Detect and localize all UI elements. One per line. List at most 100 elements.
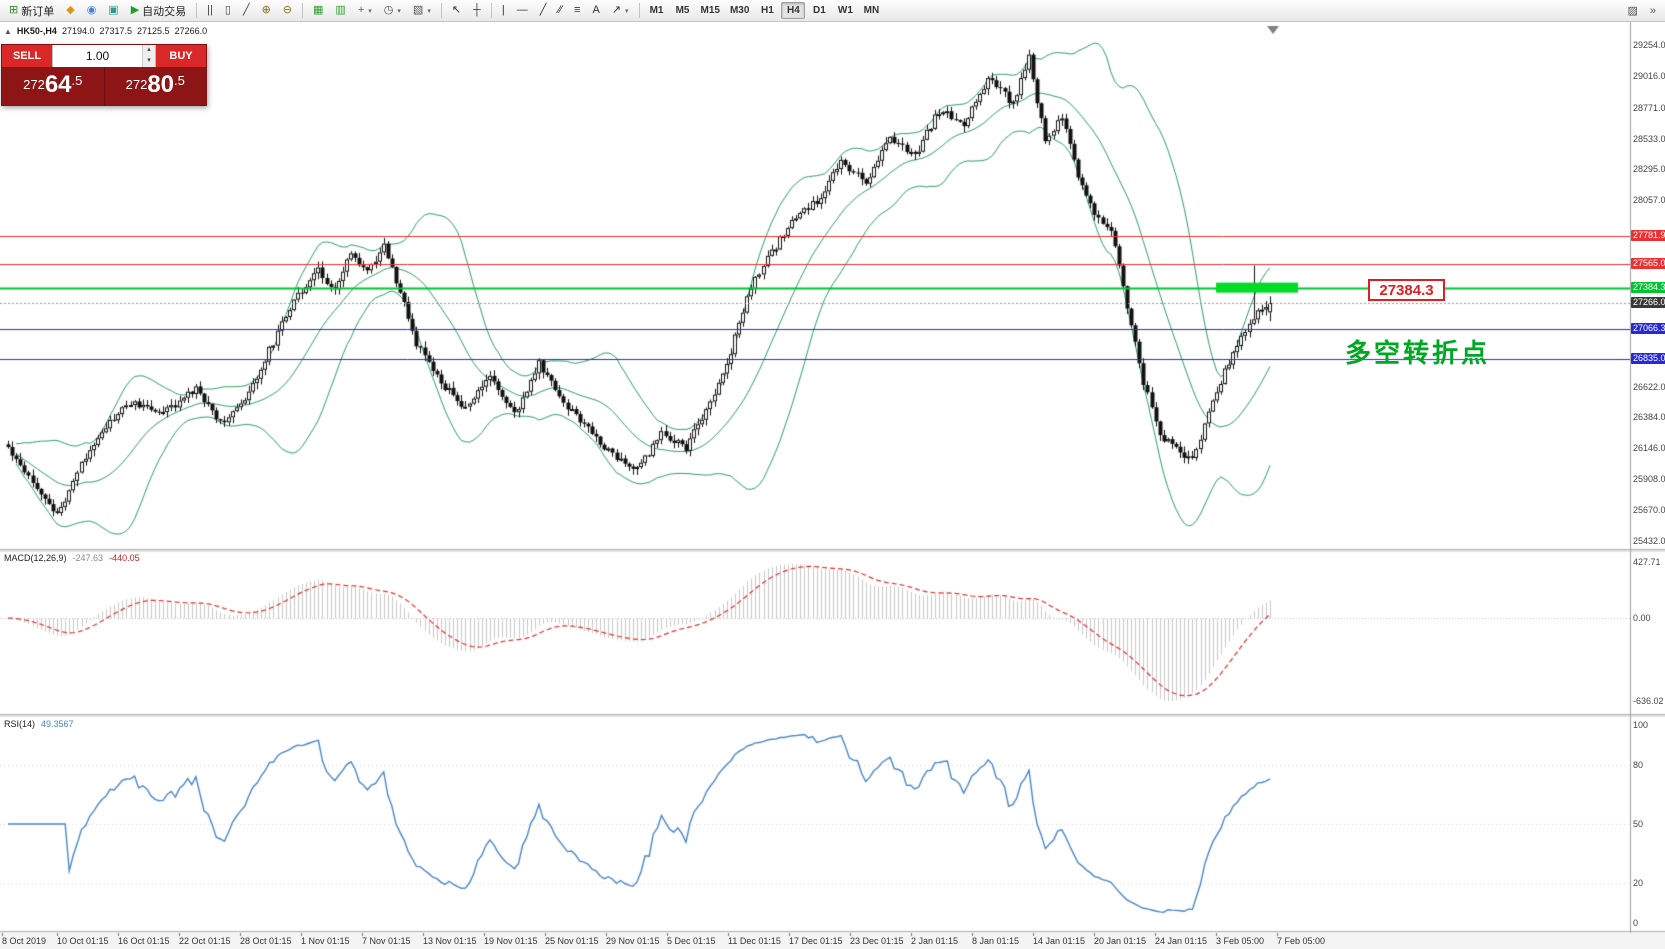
chevron-down-icon: ▾ bbox=[625, 7, 629, 15]
toolbar-more-button[interactable]: » bbox=[1649, 4, 1656, 17]
zoom-in-icon: ⊕ bbox=[261, 4, 271, 16]
toolbar-separator bbox=[440, 3, 442, 18]
crosshair-button[interactable]: ┼ bbox=[468, 1, 486, 20]
rsi-label: RSI(14) 49.3567 bbox=[4, 719, 74, 729]
zoom-out-icon: ⊖ bbox=[282, 4, 293, 16]
timeframe-w1-button[interactable]: W1 bbox=[837, 5, 853, 16]
chevron-down-icon: ▾ bbox=[397, 7, 401, 15]
line-chart-button[interactable]: ╱ bbox=[238, 1, 255, 20]
toolbar-separator bbox=[302, 3, 304, 18]
price-digits: .5 bbox=[71, 73, 83, 88]
periods-icon: ◷ bbox=[383, 4, 394, 16]
trade-controls-row: SELL ▴ ▾ BUY bbox=[2, 45, 206, 67]
templates-button[interactable]: ▧ ▾ bbox=[408, 1, 436, 20]
price-digits: 80 bbox=[147, 71, 175, 98]
bar-chart-icon: || bbox=[207, 4, 213, 16]
volume-down-button[interactable]: ▾ bbox=[143, 56, 155, 67]
toolbar-right: ▨» bbox=[1621, 0, 1662, 22]
timeframe-d1-button[interactable]: D1 bbox=[813, 5, 826, 16]
marketwatch-icon: ◆ bbox=[66, 4, 75, 16]
rsi-value: 49.3567 bbox=[41, 719, 74, 729]
timeframe-m5-button[interactable]: M5 bbox=[675, 5, 690, 16]
price-callout[interactable]: 27384.3 bbox=[1368, 279, 1445, 301]
tile-windows-button[interactable]: ▦ bbox=[308, 1, 328, 20]
volume-input[interactable] bbox=[53, 45, 142, 67]
macd-label: MACD(12,26,9) -247.63 -440.05 bbox=[4, 553, 140, 563]
symbol-info: ▲ HK50-,H4 27194.0 27317.5 27125.5 27266… bbox=[4, 26, 207, 36]
trade-prices-row: 272 64.5 272 80.5 bbox=[2, 67, 206, 105]
arrow-tools-button[interactable]: ↗ ▾ bbox=[607, 1, 634, 20]
bar-chart-button[interactable]: || bbox=[202, 1, 218, 20]
timeframe-m1-button[interactable]: M1 bbox=[649, 5, 664, 16]
toolbar-separator bbox=[638, 3, 640, 18]
tile-windows-icon: ▦ bbox=[313, 4, 324, 16]
zoom-out-button[interactable]: ⊖ bbox=[278, 1, 297, 20]
candlestick-chart-icon: ▯ bbox=[224, 4, 231, 16]
vertical-line-icon: | bbox=[501, 4, 505, 16]
volume-spinner: ▴ ▾ bbox=[142, 45, 155, 67]
toolbar-separator bbox=[196, 3, 198, 18]
toolbar: ⊞ 新订单 ◆ ◉ ▣ ▶ 自动交易 || ▯ ╱ ⊕ ⊖ ▦ ▥ + ▾ ◷ ▾ ▧ ▾ ↖ ┼ | — ╱ ∕∕ ≡ A ↗ ▾ M1… bbox=[0, 0, 1665, 22]
toolbar-buttons: ⊞ 新订单 ◆ ◉ ▣ ▶ 自动交易 || ▯ ╱ ⊕ ⊖ ▦ ▥ + ▾ ◷ ▾ ▧ ▾ ↖ ┼ | — ╱ ∕∕ ≡ A ↗ ▾ bbox=[3, 0, 644, 22]
chevron-down-icon: ▾ bbox=[427, 7, 431, 15]
macd-value-main: -247.63 bbox=[72, 553, 104, 563]
autotrading-button[interactable]: ▶ 自动交易 bbox=[126, 1, 191, 20]
fibonacci-icon: ≡ bbox=[574, 4, 581, 16]
one-click-trading-toggle-icon[interactable]: ▲ bbox=[4, 26, 12, 36]
periods-button[interactable]: ◷ ▾ bbox=[379, 1, 406, 20]
price-digits: 64 bbox=[44, 71, 72, 98]
text-button[interactable]: A bbox=[587, 1, 604, 20]
buy-button[interactable]: BUY bbox=[156, 45, 206, 67]
cursor-button[interactable]: ↖ bbox=[447, 1, 466, 20]
indicators-button[interactable]: + ▾ bbox=[353, 1, 377, 20]
terminal-button[interactable]: ▣ bbox=[103, 1, 123, 20]
turning-point-annotation[interactable]: 多空转折点 bbox=[1345, 338, 1491, 368]
volume-box: ▴ ▾ bbox=[52, 45, 156, 67]
sell-button[interactable]: SELL bbox=[2, 45, 52, 67]
timeframe-group: M1 M5 M15 M30 H1 H4 D1 W1 MN bbox=[644, 0, 885, 22]
zoom-in-button[interactable]: ⊕ bbox=[257, 1, 276, 20]
macd-name: MACD(12,26,9) bbox=[4, 553, 67, 563]
trendline-button[interactable]: ╱ bbox=[535, 1, 552, 20]
terminal-icon: ▣ bbox=[108, 4, 119, 16]
channel-button[interactable]: ∕∕ bbox=[553, 1, 567, 20]
price-digits: 272 bbox=[23, 77, 45, 92]
ohlc-high: 27317.5 bbox=[99, 26, 133, 36]
templates-icon: ▧ bbox=[412, 4, 424, 16]
vertical-line-button[interactable]: | bbox=[497, 1, 510, 20]
volume-up-button[interactable]: ▴ bbox=[143, 45, 155, 56]
marketwatch-button[interactable]: ◆ bbox=[61, 1, 79, 20]
indicators-icon: + bbox=[357, 4, 365, 16]
ohlc-low: 27125.5 bbox=[137, 26, 170, 36]
navigator-button[interactable]: ◉ bbox=[82, 1, 102, 20]
horizontal-line-button[interactable]: — bbox=[512, 1, 533, 20]
autotrading-icon: ▶ bbox=[130, 4, 140, 16]
cascade-windows-button[interactable]: ▥ bbox=[330, 1, 350, 20]
timeframe-h1-button[interactable]: H1 bbox=[761, 5, 774, 16]
fibonacci-button[interactable]: ≡ bbox=[569, 1, 585, 20]
line-chart-icon: ╱ bbox=[242, 4, 250, 16]
timeframe-m30-button[interactable]: M30 bbox=[729, 5, 750, 16]
sell-price[interactable]: 272 64.5 bbox=[2, 67, 104, 105]
new-order-button[interactable]: ⊞ 新订单 bbox=[4, 1, 59, 20]
rsi-name: RSI(14) bbox=[4, 719, 36, 729]
timeframe-h4-button[interactable]: H4 bbox=[781, 2, 806, 19]
price-digits: .5 bbox=[174, 73, 185, 88]
horizontal-line-icon: — bbox=[516, 4, 528, 16]
toolbar-options-button[interactable]: ▨ bbox=[1627, 5, 1638, 17]
trendline-icon: ╱ bbox=[539, 4, 547, 16]
price-digits: 272 bbox=[125, 77, 148, 92]
cascade-windows-icon: ▥ bbox=[335, 4, 346, 16]
crosshair-icon: ┼ bbox=[473, 4, 481, 16]
candlestick-chart-button[interactable]: ▯ bbox=[220, 1, 236, 20]
price-divider bbox=[103, 67, 105, 105]
symbol-name: HK50-,H4 bbox=[16, 26, 57, 36]
timeframe-mn-button[interactable]: MN bbox=[863, 5, 880, 16]
ohlc-close: 27266.0 bbox=[174, 26, 208, 36]
arrow-tools-icon: ↗ bbox=[611, 4, 621, 16]
buy-price[interactable]: 272 80.5 bbox=[105, 67, 207, 105]
timeframe-m15-button[interactable]: M15 bbox=[700, 5, 720, 16]
